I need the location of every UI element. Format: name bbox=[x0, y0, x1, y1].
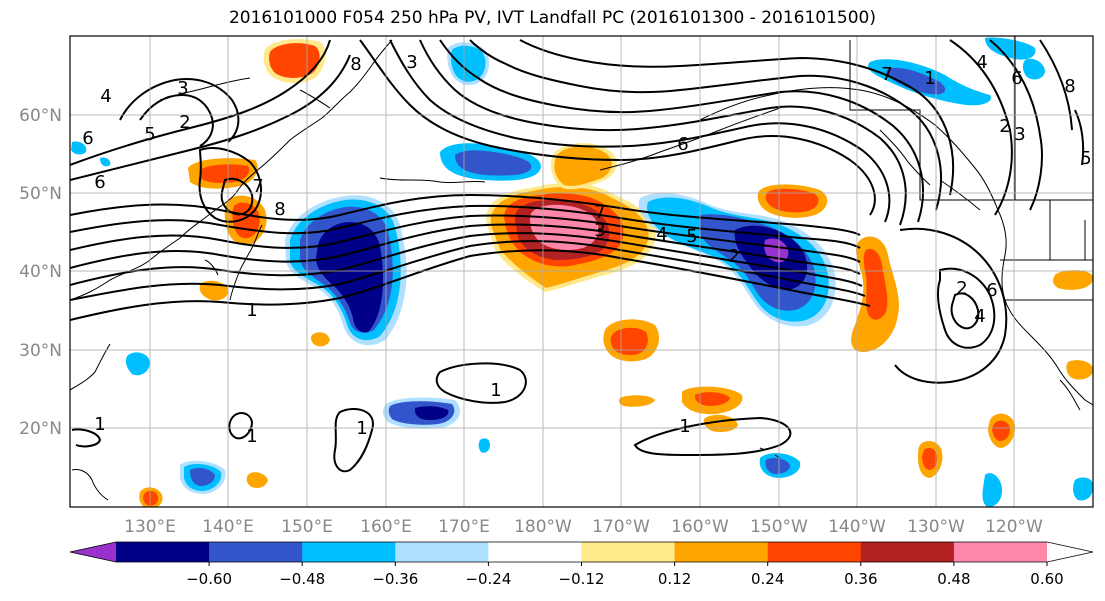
lat-label-50n: 50°N bbox=[19, 184, 62, 204]
contour-label-6-east: 6 bbox=[986, 280, 997, 301]
contour-label-3-top: 3 bbox=[406, 52, 417, 73]
anomaly-negative-160e-20n bbox=[383, 397, 460, 429]
lon-label-130w: 130°W bbox=[907, 517, 965, 537]
contour-labels: 8 3 4 3 2 5 6 6 7 8 7 3 4 5 6 2 1 1 1 1 bbox=[82, 52, 1091, 447]
anomaly-negative-north bbox=[440, 143, 541, 181]
pv-contours bbox=[70, 39, 1085, 473]
contour-label-2-east: 2 bbox=[956, 278, 967, 299]
contour-label-3-nw: 3 bbox=[177, 78, 188, 99]
contour-label-6-w2: 6 bbox=[94, 172, 105, 193]
contour-label-1-south: 1 bbox=[679, 416, 690, 437]
map-content: 8 3 4 3 2 5 6 6 7 8 7 3 4 5 6 2 1 1 1 1 bbox=[70, 36, 1093, 507]
anomaly-negative-small-140e bbox=[125, 352, 226, 494]
contour-label-5-nw: 5 bbox=[144, 124, 155, 145]
anomaly-negative-top bbox=[447, 42, 490, 86]
contour-label-1-sw: 1 bbox=[246, 300, 257, 321]
anomaly-negative-150w bbox=[638, 193, 836, 327]
contour-label-3-center: 3 bbox=[594, 220, 605, 241]
lon-label-170w: 170°W bbox=[592, 517, 650, 537]
lon-label-150w: 150°W bbox=[750, 517, 808, 537]
lat-label-30n: 30°N bbox=[19, 341, 62, 361]
contour-label-5-center: 5 bbox=[686, 226, 697, 247]
colorbar-segment bbox=[581, 542, 676, 562]
lon-label-160e: 160°E bbox=[360, 517, 412, 537]
anomaly-positive-145w bbox=[851, 236, 899, 353]
contour-label-3-e: 3 bbox=[1014, 124, 1025, 145]
anomaly-positive-top-left bbox=[263, 39, 326, 84]
contour-label-1-tip: 1 bbox=[94, 414, 105, 435]
colorbar-tick-label: 0.48 bbox=[937, 570, 970, 588]
colorbar-extend-high bbox=[1047, 542, 1093, 562]
contour-label-4-ne: 4 bbox=[976, 52, 987, 73]
contour-label-4-center: 4 bbox=[656, 224, 667, 245]
lon-axis-labels: 130°E 140°E 150°E 160°E 170°E 180°W 170°… bbox=[124, 517, 1043, 537]
contour-label-1-left: 1 bbox=[356, 418, 367, 439]
colorbar-segment bbox=[860, 542, 955, 562]
colorbar-segment bbox=[953, 542, 1048, 562]
contour-label-4-nw: 4 bbox=[100, 86, 111, 107]
colorbar-segment bbox=[674, 542, 769, 562]
colorbar-tick-label: −0.12 bbox=[559, 570, 605, 588]
contour-label-1-bl: 1 bbox=[246, 426, 257, 447]
contour-label-8-top: 8 bbox=[350, 54, 361, 75]
contour-label-2-e: 2 bbox=[999, 116, 1010, 137]
contour-label-1-e: 1 bbox=[924, 68, 935, 89]
lon-label-160w: 160°W bbox=[671, 517, 729, 537]
colorbar-tick-label: −0.36 bbox=[372, 570, 418, 588]
colorbar-tick-label: 0.24 bbox=[751, 570, 784, 588]
lon-label-120w: 120°W bbox=[985, 517, 1043, 537]
colorbar-segment bbox=[488, 542, 582, 562]
lon-label-140e: 140°E bbox=[202, 517, 254, 537]
contour-label-6-ne: 6 bbox=[677, 134, 688, 155]
colorbar-segment bbox=[767, 542, 862, 562]
colorbar-tick-label: −0.24 bbox=[465, 570, 511, 588]
colorbar-tick-label: −0.60 bbox=[186, 570, 232, 588]
contour-label-7-center: 7 bbox=[594, 202, 605, 223]
contour-label-8-w: 8 bbox=[274, 199, 285, 220]
contour-label-5-e: 5 bbox=[1080, 148, 1091, 169]
colorbar-segment bbox=[302, 542, 396, 562]
contour-label-8-ne: 8 bbox=[1064, 76, 1075, 97]
coastlines bbox=[70, 36, 1093, 501]
lon-label-180w: 180°W bbox=[514, 517, 572, 537]
lon-label-150e: 150°E bbox=[281, 517, 333, 537]
lat-label-60n: 60°N bbox=[19, 106, 62, 126]
figure-title: 2016101000 F054 250 hPa PV, IVT Landfall… bbox=[228, 8, 876, 28]
contour-label-7-ne: 7 bbox=[881, 64, 892, 85]
lat-label-20n: 20°N bbox=[19, 419, 62, 439]
anomaly-positive-north-dateline bbox=[550, 143, 618, 190]
colorbar-extend-low bbox=[70, 542, 116, 562]
contour-label-7-w: 7 bbox=[252, 176, 263, 197]
anomaly-negative-east-small bbox=[478, 438, 1093, 507]
graticule bbox=[70, 36, 1093, 507]
colorbar-segment bbox=[395, 542, 489, 562]
contour-label-1-mid: 1 bbox=[490, 380, 501, 401]
colorbar-tick-label: 0.36 bbox=[844, 570, 877, 588]
lat-axis-labels: 60°N 50°N 40°N 30°N 20°N bbox=[19, 106, 62, 439]
colorbar-outline bbox=[69, 541, 1094, 563]
contour-label-2-nw: 2 bbox=[179, 112, 190, 133]
colorbar-segment bbox=[116, 542, 210, 562]
anomaly-negative-top-right bbox=[71, 37, 1045, 167]
contour-label-6-w: 6 bbox=[82, 128, 93, 149]
lon-label-130e: 130°E bbox=[124, 517, 176, 537]
colorbar-segment bbox=[209, 542, 303, 562]
contour-label-6-ne2: 6 bbox=[1011, 68, 1022, 89]
lon-label-170e: 170°E bbox=[438, 517, 490, 537]
contour-label-4-east: 4 bbox=[974, 306, 985, 327]
lat-label-40n: 40°N bbox=[19, 262, 62, 282]
colorbar-tick-label: 0.60 bbox=[1030, 570, 1063, 588]
map-frame bbox=[69, 35, 1094, 508]
anomaly-positive-170w-30n bbox=[603, 319, 660, 362]
anomaly-positive-bottom-left bbox=[139, 332, 330, 507]
lon-label-140w: 140°W bbox=[828, 517, 886, 537]
colorbar-tick-label: 0.12 bbox=[658, 570, 691, 588]
colorbar: −0.60 −0.48 −0.36 −0.24 −0.12 0.12 0.24 0.36 0.4… bbox=[69, 541, 1094, 588]
contour-label-2-center: 2 bbox=[728, 246, 739, 267]
colorbar-tick-label: −0.48 bbox=[279, 570, 325, 588]
